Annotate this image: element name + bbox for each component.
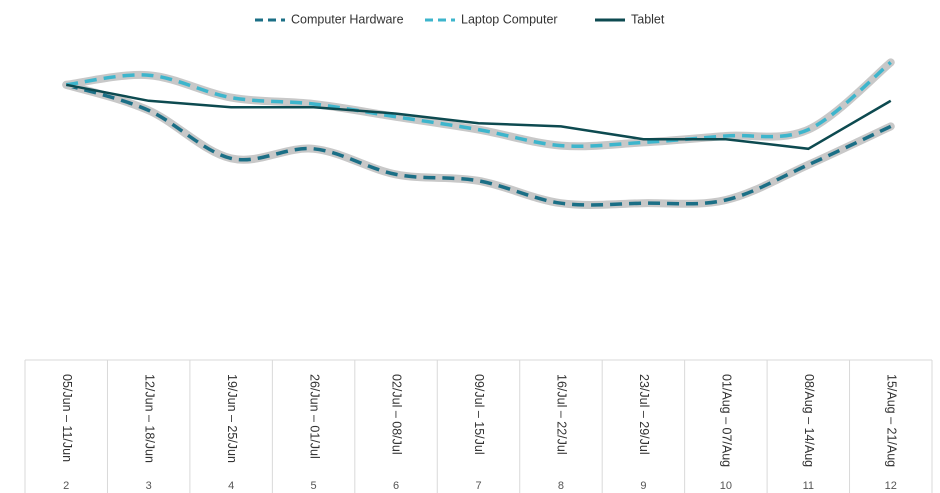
x-tick-sublabel: 9 <box>640 480 646 492</box>
line-series <box>65 83 892 151</box>
x-tick-label: 02/Jul – 08/Jul <box>390 374 404 455</box>
x-tick-sublabel: 7 <box>475 480 481 492</box>
legend-label: Laptop Computer <box>461 12 558 26</box>
x-tick-label: 08/Aug – 14/Aug <box>802 374 816 467</box>
x-tick-label: 09/Jul – 15/Jul <box>472 374 486 455</box>
line-series <box>66 61 892 148</box>
legend-label: Tablet <box>631 12 665 26</box>
x-tick-sublabel: 8 <box>558 480 564 492</box>
x-tick-sublabel: 3 <box>146 480 152 492</box>
legend-label: Computer Hardware <box>291 12 404 26</box>
x-tick-sublabel: 12 <box>885 480 897 492</box>
x-tick-label: 16/Jul – 22/Jul <box>555 374 569 455</box>
x-tick-label: 26/Jun – 01/Jul <box>307 374 321 459</box>
x-tick-label: 19/Jun – 25/Jun <box>225 374 239 463</box>
x-tick-label: 05/Jun – 11/Jun <box>60 374 74 462</box>
x-tick-sublabel: 2 <box>63 480 69 492</box>
line-series <box>65 83 892 207</box>
x-tick-sublabel: 6 <box>393 480 399 492</box>
x-tick-sublabel: 4 <box>228 480 234 492</box>
x-tick-label: 01/Aug – 07/Aug <box>720 374 734 467</box>
x-tick-label: 12/Jun – 18/Jun <box>142 374 156 463</box>
x-tick-label: 15/Aug – 21/Aug <box>884 374 898 467</box>
x-tick-sublabel: 5 <box>311 480 317 492</box>
x-tick-sublabel: 11 <box>803 480 814 492</box>
x-tick-label: 23/Jul – 29/Jul <box>637 374 651 455</box>
x-tick-sublabel: 10 <box>720 480 732 492</box>
